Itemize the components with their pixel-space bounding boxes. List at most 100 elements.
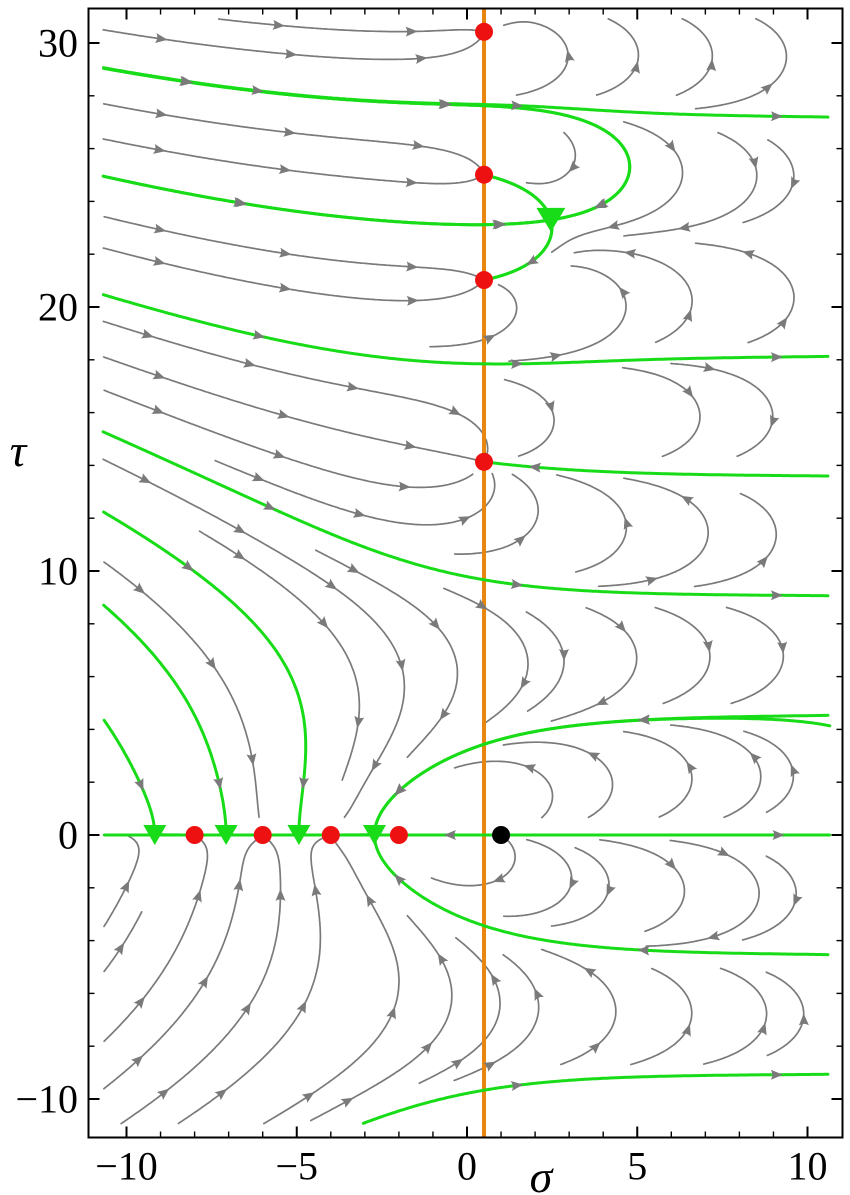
trivial-zero-dot (253, 826, 272, 844)
flow-arrowhead-icon (450, 1058, 464, 1070)
flow-arrowhead-icon (770, 414, 780, 428)
flow-arrowhead-icon (240, 1002, 251, 1016)
flow-arrowhead-icon (394, 783, 407, 796)
flow-arrowhead-icon (770, 111, 783, 122)
separatrix-line (101, 430, 830, 598)
flow-arrowhead-icon (214, 1088, 228, 1101)
flow-arrowhead-icon (793, 893, 803, 907)
flow-arrowhead-icon (394, 874, 407, 887)
flow-arrowhead-icon (681, 1023, 691, 1037)
y-tick-label: 10 (38, 549, 78, 594)
streamline (214, 459, 496, 526)
flow-arrowhead-icon (770, 1069, 783, 1080)
streamline (623, 131, 758, 237)
flow-arrowhead-icon (595, 695, 609, 706)
flow-arrowhead-icon (630, 61, 640, 74)
flow-arrowhead-icon (742, 250, 756, 260)
flow-arrowhead-icon (340, 1097, 354, 1108)
flow-arrowheads (113, 19, 809, 1108)
flow-arrowhead-icon (272, 19, 285, 30)
flow-arrowhead-icon (681, 385, 694, 398)
streamline (429, 283, 518, 348)
flow-arrowhead-icon (283, 126, 296, 137)
flow-arrowhead-icon (428, 617, 440, 630)
flow-arrowhead-icon (756, 556, 768, 569)
streamline (102, 28, 485, 61)
flow-arrowhead-icon (180, 76, 194, 87)
flow-arrowhead-icon (205, 656, 216, 670)
streamline (693, 492, 778, 588)
streamline (669, 724, 762, 819)
x-tick-label: 10 (788, 1144, 828, 1189)
streamline (502, 20, 569, 96)
flow-arrowhead-icon (316, 616, 329, 629)
separatrix-line (102, 66, 632, 222)
y-tick-label: 20 (38, 285, 78, 330)
flow-arrowhead-icon (457, 516, 471, 526)
streamline (418, 936, 501, 1085)
flow-arrowhead-icon (151, 404, 165, 414)
streamline (725, 606, 785, 705)
streamline (622, 730, 693, 818)
streamline (630, 967, 693, 1066)
streamline (670, 362, 774, 458)
flow-arrowhead-icon (405, 26, 418, 37)
streamline (573, 249, 693, 344)
flow-arrowhead-icon (494, 219, 507, 230)
flow-arrowhead-icon (558, 648, 569, 661)
flow-arrowhead-icon (618, 286, 631, 300)
flow-arrowhead-icon (154, 108, 168, 119)
flow-arrowhead-icon (510, 100, 524, 111)
flow-arrowhead-icon (403, 440, 417, 450)
flow-arrowhead-icon (181, 559, 194, 572)
flow-arrowhead-icon (706, 58, 717, 72)
flow-arrowhead-icon (716, 846, 730, 857)
streamline (120, 834, 282, 1125)
separatrix-line (482, 219, 554, 282)
nontrivial-zero-dot (475, 22, 494, 41)
flow-arrowhead-icon (437, 953, 449, 967)
flow-arrowhead-icon (197, 976, 208, 989)
flow-arrowhead-icon (152, 144, 166, 154)
separatrix-line (361, 1072, 830, 1125)
flow-arrowhead-icon (439, 707, 451, 721)
flow-arrowhead-icon (443, 830, 456, 840)
streamline (103, 215, 482, 279)
flow-arrowhead-icon (213, 776, 223, 790)
flow-arrowhead-icon (415, 54, 428, 65)
flow-arrowhead-icon (798, 1013, 809, 1026)
streamline (741, 855, 798, 941)
flow-arrowhead-icon (153, 223, 167, 234)
streamline (102, 356, 482, 462)
flow-arrowhead-icon (232, 549, 246, 560)
streamline (599, 838, 686, 933)
streamline (597, 477, 710, 588)
flow-arrowhead-icon (251, 471, 265, 482)
flow-arrowhead-icon (770, 352, 783, 363)
flow-arrowhead-icon (681, 495, 695, 507)
streamline (314, 549, 459, 759)
flow-arrowhead-icon (411, 139, 425, 150)
flow-arrowhead-icon (138, 473, 152, 484)
flow-arrowhead-icon (311, 884, 322, 897)
streamline (198, 530, 361, 781)
flow-arrowhead-icon (275, 888, 286, 901)
flow-arrowhead-icon (440, 99, 453, 110)
flow-arrowhead-icon (510, 1081, 524, 1091)
flow-arrowhead-icon (544, 400, 555, 413)
flow-arrowhead-icon (593, 198, 607, 209)
streamline (694, 17, 788, 110)
streamline (675, 17, 714, 97)
streamline (453, 473, 540, 555)
nontrivial-zero-dot (475, 165, 494, 184)
flow-arrowhead-icon (296, 1000, 307, 1014)
y-tick-label: 0 (58, 813, 78, 858)
flow-arrowhead-icon (707, 930, 721, 941)
flow-arrowhead-icon (395, 658, 406, 672)
flow-arrowhead-icon (130, 1055, 144, 1068)
flow-arrowhead-icon (588, 1042, 601, 1054)
flow-arrowhead-icon (568, 160, 581, 173)
streamline (103, 834, 140, 928)
separatrix-line (482, 460, 830, 478)
separatrix-line (102, 174, 553, 227)
